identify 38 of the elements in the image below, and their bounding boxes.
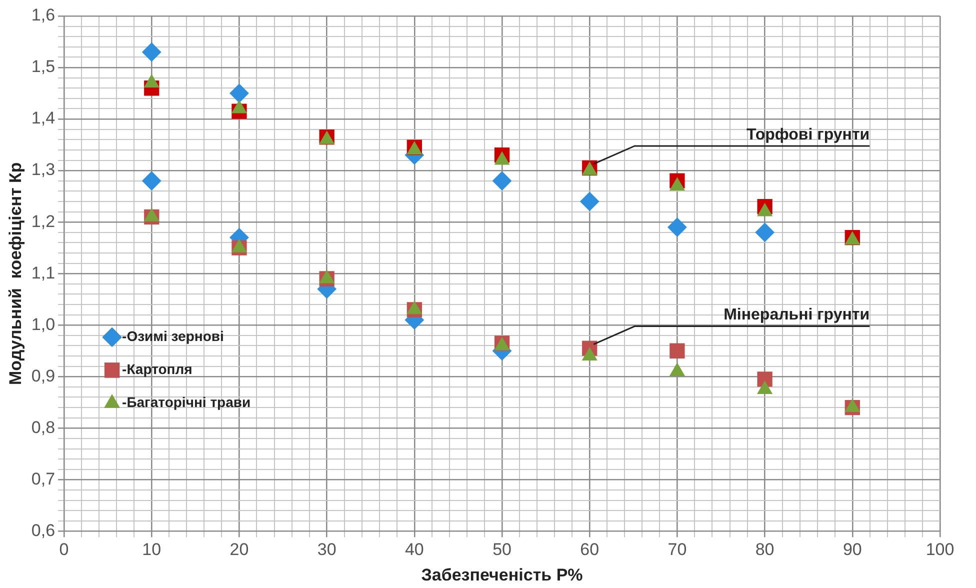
legend-label: -Багаторічні трави [122, 394, 251, 410]
y-tick-label: 1,6 [31, 6, 56, 25]
annotation: Торфові грунти [746, 126, 870, 144]
y-tick-label: 1,2 [31, 212, 56, 231]
x-tick-label: 50 [492, 540, 512, 560]
point [230, 84, 249, 103]
point [670, 343, 685, 358]
y-tick-label: 1,4 [31, 108, 56, 128]
y-axis-title: Модульний коефіцієнт Кр [6, 162, 25, 385]
x-tick-label: 100 [926, 540, 954, 560]
x-tick-label: 0 [59, 540, 69, 560]
point [142, 171, 162, 190]
y-tick-label: 0,9 [31, 366, 56, 386]
point [142, 42, 162, 62]
x-axis-title: Забезпеченість Р% [421, 565, 583, 584]
legend-label: -Картопля [122, 361, 192, 378]
point [755, 222, 774, 242]
x-tick-label: 90 [842, 540, 862, 560]
point [492, 171, 512, 190]
x-tick-label: 40 [404, 540, 424, 560]
annotation: Мінеральні грунти [724, 306, 870, 324]
x-tick-label: 20 [230, 540, 249, 560]
y-tick-label: 1,0 [31, 314, 56, 334]
x-tick-label: 60 [580, 540, 600, 560]
y-tick-label: 0,6 [31, 520, 56, 540]
y-tick-label: 0,7 [31, 469, 56, 488]
x-tick-label: 80 [755, 540, 774, 560]
point [668, 218, 687, 237]
y-tick-label: 1,5 [31, 57, 56, 76]
y-tick-label: 1,3 [31, 160, 56, 180]
legend-label: -Озимі зернові [122, 328, 224, 344]
y-tick-label: 0,8 [31, 418, 56, 437]
y-tick-label: 1,1 [31, 263, 56, 282]
x-tick-label: 30 [317, 540, 336, 560]
x-tick-label: 70 [668, 540, 687, 560]
point [757, 372, 772, 387]
x-tick-label: 10 [142, 540, 162, 560]
point [580, 192, 600, 211]
